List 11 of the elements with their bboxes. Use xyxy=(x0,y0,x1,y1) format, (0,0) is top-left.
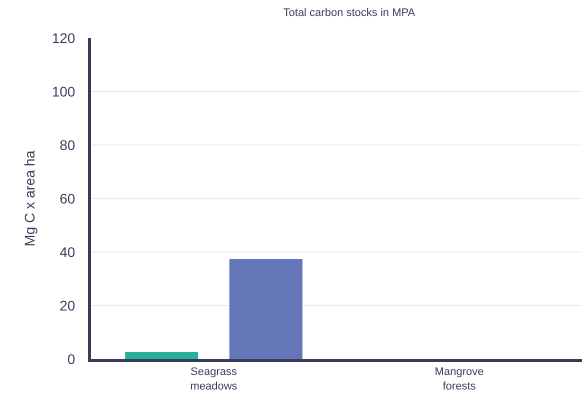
y-tick-label: 60 xyxy=(60,190,76,206)
x-tick-label: Mangrove forests xyxy=(434,366,484,392)
y-tick-label: 100 xyxy=(52,83,76,100)
chart-title: Total carbon stocks in MPA xyxy=(283,6,416,19)
y-tick-label: 0 xyxy=(67,350,76,367)
y-tick-label: 40 xyxy=(60,244,76,260)
y-tick-label: 20 xyxy=(60,297,76,314)
x-tick-label: Seagrass meadows xyxy=(190,366,238,392)
y-tick-label: 80 xyxy=(60,136,76,153)
y-axis-title: Mg C x area ha xyxy=(21,150,38,246)
y-tick-label: 120 xyxy=(52,30,76,46)
